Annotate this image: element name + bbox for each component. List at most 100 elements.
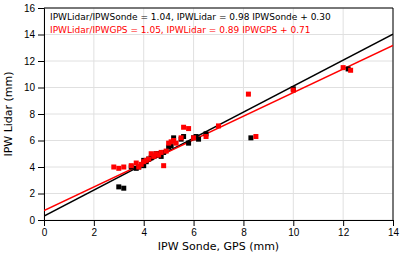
y-tick-label: 2: [29, 188, 35, 199]
point: [146, 157, 151, 162]
grid: [44, 8, 393, 220]
annotations: IPWLidar/IPWSonde = 1.04, IPWLidar = 0.9…: [50, 12, 331, 35]
x-axis: 0 2 4 6 8 10 12 14: [42, 220, 400, 238]
regression-line: [44, 34, 393, 216]
y-tick: 0: [29, 215, 44, 226]
y-tick: 12: [24, 56, 44, 67]
y-tick-label: 6: [29, 135, 35, 146]
point: [164, 149, 169, 154]
annotation: IPWLidar/IPWGPS = 1.05, IPWLidar = 0.89 …: [50, 25, 311, 35]
point: [121, 165, 126, 170]
x-tick: 14: [388, 220, 400, 238]
point: [179, 135, 184, 140]
y-grid-line: [44, 8, 393, 9]
x-tick-label: 2: [92, 227, 98, 238]
y-tick-label: 8: [29, 109, 35, 120]
y-tick-label: 0: [29, 215, 35, 226]
x-tick: 6: [191, 220, 197, 238]
point: [253, 134, 258, 139]
y-tick-mark: [38, 141, 44, 142]
y-grid-line: [44, 87, 393, 88]
y-tick: 16: [24, 3, 44, 14]
plot: 0 2 4 6 8 10 12 14 0 2 4 6 8 10 12 14 16 IPWLidar/IPWSond…: [24, 3, 400, 238]
point: [196, 137, 201, 142]
y-axis: 0 2 4 6 8 10 12 14 16: [24, 3, 45, 226]
point: [191, 135, 196, 140]
y-tick-label: 4: [29, 162, 35, 173]
x-tick-mark: [94, 220, 95, 226]
x-tick-label: 12: [338, 227, 350, 238]
x-axis-line: [45, 221, 394, 227]
y-tick-mark: [38, 167, 44, 168]
point: [191, 135, 196, 140]
x-tick-label: 0: [42, 227, 48, 238]
y-tick: 10: [24, 82, 44, 93]
x-tick: 4: [141, 220, 147, 238]
x-tick-mark: [144, 220, 145, 226]
y-grid-line: [44, 140, 393, 141]
marks: [44, 34, 393, 216]
x-tick-label: 14: [388, 227, 400, 238]
x-tick: 10: [288, 220, 300, 238]
y-tick-mark: [38, 194, 44, 195]
scatter-series: [116, 66, 350, 190]
point: [186, 141, 191, 146]
y-axis-line: [38, 9, 45, 221]
frame-top: [44, 8, 393, 9]
y-tick-mark: [38, 88, 44, 89]
point: [216, 123, 221, 128]
y-tick: 6: [29, 135, 44, 146]
y-tick: 2: [29, 188, 44, 199]
x-tick-mark: [243, 220, 244, 226]
point: [174, 141, 179, 146]
x-tick: 2: [92, 220, 98, 238]
regression-line: [44, 45, 393, 210]
point: [121, 186, 126, 191]
y-tick-label: 12: [24, 56, 36, 67]
point: [186, 126, 191, 131]
y-tick-mark: [38, 61, 44, 62]
y-tick-label: 16: [24, 3, 36, 14]
frame-right: [393, 8, 394, 220]
x-tick-label: 6: [191, 227, 197, 238]
x-tick-label: 10: [288, 227, 300, 238]
x-tick-label: 8: [241, 227, 247, 238]
point: [146, 157, 151, 162]
point: [181, 125, 186, 130]
x-tick-mark: [194, 220, 195, 226]
chart: 0 2 4 6 8 10 12 14 0 2 4 6 8 10 12 14 16 IPWLidar/IPWSond…: [0, 0, 407, 254]
x-tick: 8: [241, 220, 247, 238]
y-grid-line: [44, 193, 393, 194]
annotation: IPWLidar/IPWSonde = 1.04, IPWLidar = 0.9…: [50, 12, 331, 22]
x-tick: 0: [42, 220, 48, 238]
x-tick: 12: [338, 220, 350, 238]
y-tick-label: 10: [24, 82, 36, 93]
y-tick-label: 14: [24, 29, 36, 40]
point: [204, 134, 209, 139]
point: [116, 184, 121, 189]
x-tick-mark: [393, 220, 394, 226]
y-tick: 14: [24, 29, 44, 40]
x-tick-label: 4: [141, 227, 147, 238]
y-tick-mark: [38, 8, 44, 9]
point: [248, 135, 253, 140]
point: [291, 88, 296, 93]
point: [159, 150, 164, 155]
y-axis-title: IPW Lidar (mm): [2, 71, 15, 156]
x-axis-title: IPW Sonde, GPS (mm): [158, 240, 279, 253]
x-tick-mark: [343, 220, 344, 226]
x-tick-mark: [293, 220, 294, 226]
y-tick: 4: [29, 162, 44, 173]
point: [116, 166, 121, 171]
x-grid-line: [393, 8, 394, 220]
point: [111, 165, 116, 170]
point: [161, 163, 166, 168]
y-tick: 8: [29, 109, 44, 120]
point: [348, 68, 353, 73]
point: [246, 92, 251, 97]
y-tick-mark: [38, 220, 44, 221]
point: [129, 163, 134, 168]
y-tick-mark: [38, 114, 44, 115]
y-tick-mark: [38, 35, 44, 36]
point: [341, 65, 346, 70]
